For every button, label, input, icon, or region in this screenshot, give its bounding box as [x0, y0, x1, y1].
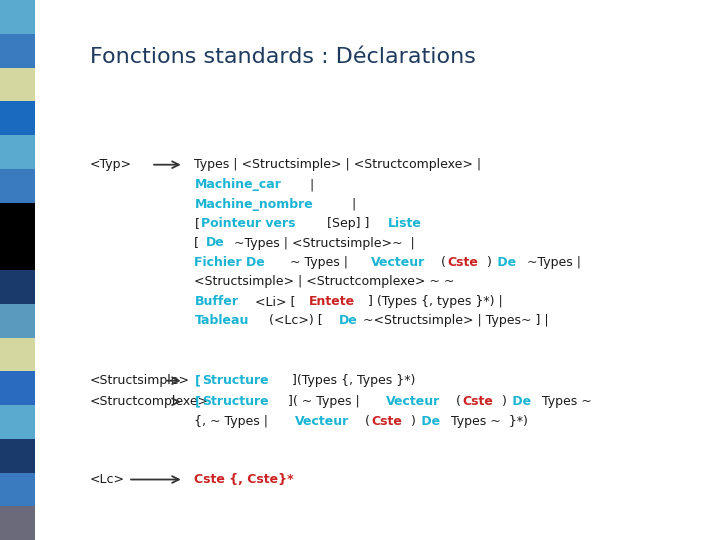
- Text: Cste: Cste: [447, 256, 478, 269]
- Text: [Sep] ]: [Sep] ]: [323, 217, 373, 230]
- Text: Structure: Structure: [202, 395, 269, 408]
- Text: ~ Types |: ~ Types |: [286, 256, 351, 269]
- Text: <Lc>: <Lc>: [90, 473, 125, 486]
- Text: De: De: [206, 237, 225, 249]
- Text: ~Types |: ~Types |: [523, 256, 581, 269]
- Text: Fichier De: Fichier De: [194, 256, 265, 269]
- Text: [: [: [194, 217, 199, 230]
- Text: Pointeur vers: Pointeur vers: [201, 217, 295, 230]
- Text: ): ): [411, 415, 416, 428]
- Text: Tableau: Tableau: [194, 314, 249, 327]
- Text: Machine_nombre: Machine_nombre: [194, 198, 313, 211]
- Bar: [0, 237, 35, 270]
- Text: <Structsimple> | <Structcomplexe> ~ ~: <Structsimple> | <Structcomplexe> ~ ~: [194, 275, 455, 288]
- Text: ](Types {, Types }*): ](Types {, Types }*): [288, 374, 415, 387]
- Text: [: [: [194, 374, 200, 387]
- Text: {, ~ Types |: {, ~ Types |: [194, 415, 272, 428]
- Text: <Typ>: <Typ>: [90, 158, 132, 171]
- Text: Cste {, Cste}*: Cste {, Cste}*: [194, 473, 294, 486]
- Text: ]( ~ Types |: ]( ~ Types |: [288, 395, 364, 408]
- Text: Types ~  }*): Types ~ }*): [447, 415, 528, 428]
- Text: Cste: Cste: [462, 395, 493, 408]
- Text: Cste: Cste: [372, 415, 402, 428]
- Text: Liste: Liste: [388, 217, 422, 230]
- Text: (: (: [456, 395, 461, 408]
- Text: Vecteur: Vecteur: [295, 415, 349, 428]
- Text: |: |: [307, 178, 315, 191]
- Bar: [0, 405, 35, 438]
- Text: <Structcomplexe>: <Structcomplexe>: [90, 395, 209, 408]
- Text: Types | <Structsimple> | <Structcomplexe> |: Types | <Structsimple> | <Structcomplexe…: [194, 158, 482, 171]
- Bar: [0, 270, 35, 303]
- Text: De: De: [418, 415, 441, 428]
- Bar: [0, 135, 35, 168]
- Text: Structure: Structure: [202, 374, 269, 387]
- Text: <Li> [: <Li> [: [251, 295, 296, 308]
- Bar: [0, 438, 35, 472]
- Bar: [0, 338, 35, 372]
- Text: ): ): [502, 395, 507, 408]
- Text: ~Types | <Structsimple>~  |: ~Types | <Structsimple>~ |: [230, 237, 415, 249]
- Text: Machine_car: Machine_car: [194, 178, 282, 191]
- Text: |: |: [348, 198, 356, 211]
- Text: Fonctions standards : Déclarations: Fonctions standards : Déclarations: [90, 46, 476, 67]
- Text: Entete: Entete: [309, 295, 355, 308]
- Text: (: (: [441, 256, 446, 269]
- Text: Buffer: Buffer: [194, 295, 238, 308]
- Text: ~<Structsimple> | Types~ ] |: ~<Structsimple> | Types~ ] |: [364, 314, 549, 327]
- Bar: [0, 33, 35, 68]
- Bar: [0, 507, 35, 540]
- Bar: [0, 0, 35, 33]
- Text: (: (: [365, 415, 370, 428]
- Text: [: [: [194, 395, 200, 408]
- Text: De: De: [493, 256, 516, 269]
- Text: ): ): [487, 256, 492, 269]
- Text: <Structsimple>: <Structsimple>: [90, 374, 190, 387]
- Text: De: De: [508, 395, 531, 408]
- Text: Types ~: Types ~: [538, 395, 592, 408]
- Bar: [0, 202, 35, 237]
- Bar: [0, 68, 35, 102]
- Text: Vecteur: Vecteur: [371, 256, 425, 269]
- Bar: [0, 168, 35, 202]
- Bar: [0, 372, 35, 405]
- Text: De: De: [339, 314, 358, 327]
- Text: (<Lc>) [: (<Lc>) [: [264, 314, 323, 327]
- Text: [: [: [194, 237, 204, 249]
- Bar: [0, 303, 35, 338]
- Text: Vecteur: Vecteur: [386, 395, 440, 408]
- Bar: [0, 102, 35, 135]
- Text: ] (Types {, types }*) |: ] (Types {, types }*) |: [368, 295, 503, 308]
- Bar: [0, 472, 35, 507]
